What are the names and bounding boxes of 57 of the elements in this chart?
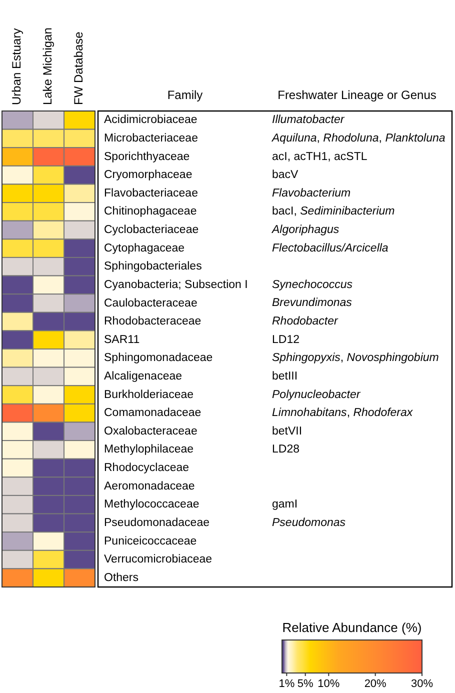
y-tick-label: Aeromonadaceae	[104, 480, 195, 492]
y-tick-label: Rhodobacteraceae	[104, 316, 202, 328]
y-tick-label: Cyanobacteria; Subsection I	[104, 278, 248, 291]
y2-tick-label: Synechococcus	[272, 278, 353, 291]
y-tick-label: Cytophagaceae	[104, 242, 185, 254]
y2-tick-label: Rhodobacter	[272, 316, 340, 328]
y-tick-label: Sphingobacteriales	[104, 260, 202, 273]
y2-tick-label: betVII	[272, 425, 302, 438]
y-tick-label: Sporichthyaceae	[104, 150, 190, 163]
y-tick-label: Chitinophagaceae	[104, 206, 197, 218]
y-tick-label: Methylophilaceae	[104, 444, 194, 456]
y2-tick-label: betIII	[272, 370, 298, 382]
y2-tick-label: Flavobacterium	[272, 187, 352, 200]
color-bar-label: 20%	[364, 678, 387, 690]
color-bar-label: 1%	[278, 678, 295, 690]
y-tick-label: Alcaligenaceae	[104, 370, 182, 382]
y2-tick-label: bacV	[272, 169, 299, 182]
y-tick-label: Verrucomicrobiaceae	[104, 554, 212, 566]
y-tick-label: Cyclobacteriaceae	[104, 224, 199, 236]
y2-tick-label: LD28	[272, 444, 300, 456]
y-tick-label: Acidimicrobiaceae	[104, 114, 198, 126]
y-tick-label: Burkholderiaceae	[104, 388, 194, 401]
y-axis-title: Freshwater Lineage or Genus	[278, 88, 436, 102]
y-tick-label: Pseudomonadaceae	[104, 516, 210, 529]
y2-tick-label: acI, acTH1, acSTL	[272, 150, 368, 163]
y2-tick-label: Illumatobacter	[272, 114, 346, 126]
color-bar-label: 5%	[297, 678, 314, 690]
y-tick-label: Rhodocyclaceae	[104, 462, 190, 474]
y2-tick-label: LD12	[272, 334, 300, 346]
y-tick-label: Sphingomonadaceae	[104, 352, 213, 364]
y-tick-label: SAR11	[104, 334, 140, 346]
color-bar-label: 30%	[410, 678, 434, 690]
y-tick-label: Cryomorphaceae	[104, 169, 192, 182]
y2-tick-label: Limnohabitans, Rhodoferax	[272, 407, 414, 420]
y-tick-label: Flavobacteriaceae	[104, 187, 198, 200]
x-axis-title: Family	[167, 88, 203, 102]
color-bar-label: 10%	[318, 678, 340, 690]
y-tick-label: Microbacteriaceae	[104, 132, 198, 144]
y2-tick-label: Pseudomonas	[272, 516, 346, 529]
y2-tick-label: Sphingopyxis, Novosphingobium	[272, 352, 440, 364]
y-tick-label: Others	[104, 572, 139, 584]
y2-tick-label: Polynucleobacter	[272, 388, 362, 401]
color-bar-title: Relative Abundance (%)	[282, 620, 422, 635]
x-tick-label: FW Database	[72, 31, 86, 105]
x-tick-label: Lake Michigan	[40, 28, 55, 105]
y2-tick-label: gamI	[272, 498, 298, 511]
y-tick-label: Oxalobacteraceae	[104, 425, 198, 438]
x-tick-label: Urban Estuary	[10, 28, 24, 105]
y-tick-label: Puniceicoccaceae	[104, 535, 197, 548]
y2-tick-label: Brevundimonas	[272, 297, 352, 310]
y2-tick-label: Aquiluna, Rhodoluna, Planktoluna	[271, 132, 446, 144]
y2-tick-label: bacI, Sediminibacterium	[272, 206, 396, 218]
y-tick-label: Comamonadaceae	[104, 407, 202, 420]
y-tick-label: Methylococcaceae	[104, 498, 200, 511]
y2-tick-label: Algoriphagus	[271, 224, 340, 236]
y2-tick-label: Flectobacillus/Arcicella	[272, 242, 388, 254]
y-tick-label: Caulobacteraceae	[104, 297, 198, 310]
